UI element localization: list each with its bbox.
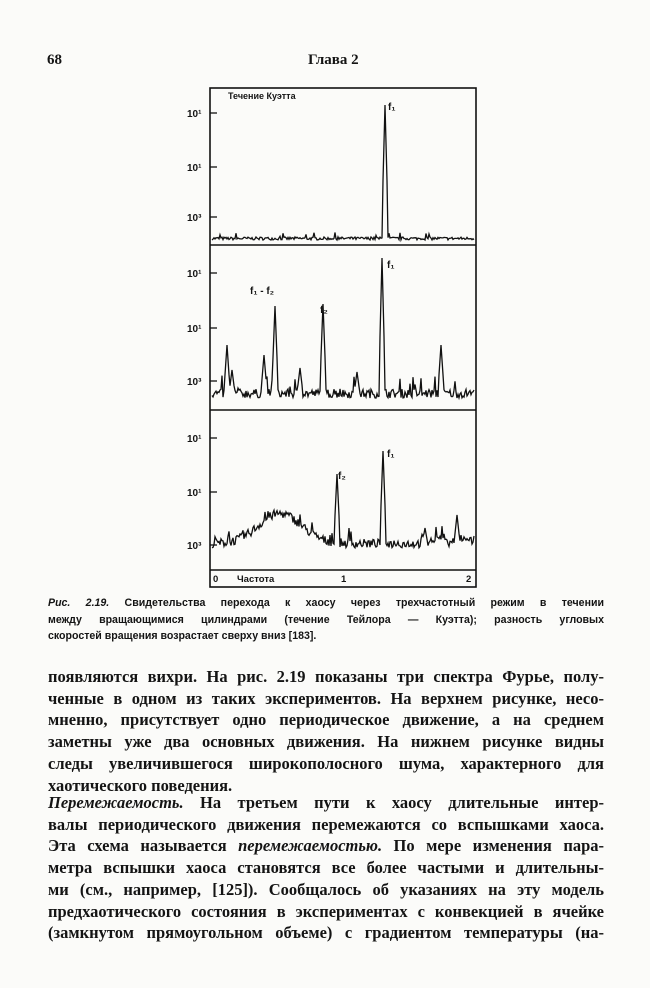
spectrum-trace <box>211 450 475 550</box>
x-axis-label: Частота <box>237 574 275 585</box>
italic-text: Перемежаемость. <box>48 793 184 812</box>
text: появляются вихри. На рис. 2.19 показаны … <box>48 667 604 686</box>
peak-label: f₁ <box>388 102 395 113</box>
text-line: предхаотического состояния в эксперимент… <box>48 902 604 922</box>
text-line: валы периодического движения перемежаютс… <box>48 815 604 835</box>
x-axis-label: 1 <box>341 574 347 585</box>
text: следы увеличившегося широкополосного шум… <box>48 753 604 773</box>
text: заметны уже два основных движения. На ни… <box>48 732 604 752</box>
text: По мере изменения пара- <box>382 836 605 856</box>
text-line: Перемежаемость. На третьем пути к хаосу … <box>48 793 604 813</box>
text-line: скоростей вращения возрастает сверху вни… <box>48 630 604 642</box>
text-line: появляются вихри. На рис. 2.19 показаны … <box>48 667 604 687</box>
tick-label: 10¹ <box>187 269 202 280</box>
text: между вращающимися цилиндрами (течение Т… <box>48 613 604 626</box>
tick-label: 10¹ <box>187 434 202 445</box>
text: хаотического поведения. <box>48 775 233 795</box>
x-axis-label: 2 <box>466 574 471 585</box>
text: (замкнутом прямоугольном объеме) с гради… <box>48 923 604 943</box>
text-line: между вращающимися цилиндрами (течение Т… <box>48 614 604 626</box>
text-line: Эта схема называется перемежаемостью. По… <box>48 836 604 856</box>
italic-text: перемежаемостью. <box>238 836 383 856</box>
x-axis-label: 0 <box>213 574 218 585</box>
spectrum-trace <box>211 104 475 243</box>
text: скоростей вращения возрастает сверху вни… <box>48 630 317 642</box>
page-number: 68 <box>47 52 62 68</box>
figure-frame <box>209 87 477 588</box>
text: ченные в одном из таких экспериментов. Н… <box>48 688 604 708</box>
tick-label: 10¹ <box>187 163 202 174</box>
text-line: заметны уже два основных движения. На ни… <box>48 732 604 752</box>
figure: 10¹ 10¹ 10³ Течение Куэтта f₁ 10¹ 10¹ 10³ f₁ - f… <box>187 87 477 588</box>
panel-title: Течение Куэтта <box>228 91 297 101</box>
text-line: ченные в одном из таких экспериментов. Н… <box>48 689 604 709</box>
text: предхаотического состояния в эксперимент… <box>48 901 604 921</box>
tick-label: 10¹ <box>187 324 202 335</box>
tick-label: 10³ <box>187 541 202 552</box>
text-line: (замкнутом прямоугольном объеме) с гради… <box>48 923 604 943</box>
text-line: хаотического поведения. <box>48 776 604 796</box>
text: На третьем пути к хаосу длительные интер… <box>183 793 604 812</box>
tick-label: 10³ <box>187 377 202 388</box>
peak-label: f₁ <box>387 260 394 271</box>
text: ми (см., например, [125]). Сообщалось об… <box>48 879 604 899</box>
peak-label: f₁ <box>387 449 394 460</box>
text-line: Рис. 2.19. Свидетельства перехода к хаос… <box>48 597 604 609</box>
text: валы периодического движения перемежаютс… <box>48 814 604 834</box>
text: Свидетельства перехода к хаосу через тре… <box>109 597 604 609</box>
running-title: Глава 2 <box>308 52 359 68</box>
italic-text: Рис. 2.19. <box>48 597 110 609</box>
text: мненно, присутствует одно периодическое … <box>48 710 604 730</box>
text-line: метра вспышки хаоса становятся все более… <box>48 858 604 878</box>
peak-label: f₁ - f₂ <box>250 286 274 297</box>
text: Эта схема называется <box>48 836 239 856</box>
text-line: мненно, присутствует одно периодическое … <box>48 710 604 730</box>
text-line: ми (см., например, [125]). Сообщалось об… <box>48 880 604 900</box>
text-line: следы увеличившегося широкополосного шум… <box>48 754 604 774</box>
tick-label: 10¹ <box>187 109 202 120</box>
tick-label: 10¹ <box>187 488 202 499</box>
spectrum-trace <box>211 257 475 401</box>
peak-label: f₂ <box>338 471 346 482</box>
text: метра вспышки хаоса становятся все более… <box>48 858 604 878</box>
tick-label: 10³ <box>187 213 202 224</box>
